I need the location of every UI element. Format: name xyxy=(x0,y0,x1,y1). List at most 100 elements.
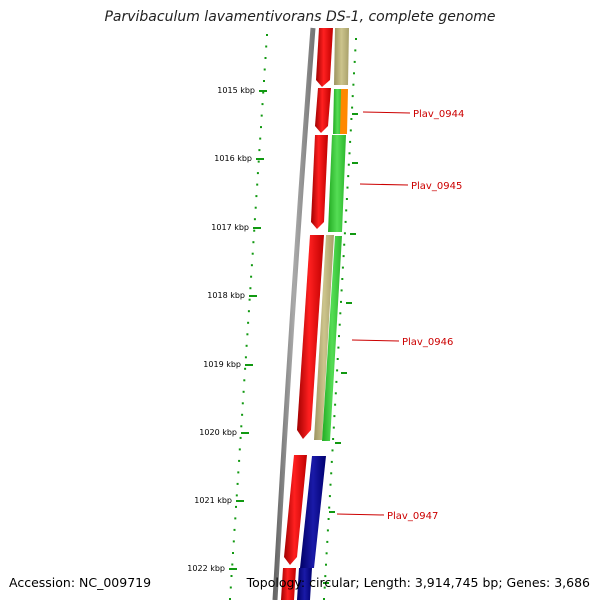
tick-dot xyxy=(330,472,333,475)
tick-dot xyxy=(239,436,242,439)
kbp-major-tick xyxy=(245,364,253,366)
cog-feature[interactable] xyxy=(328,135,346,232)
kbp-label: 1018 kbp xyxy=(207,291,245,300)
tick-dot xyxy=(350,118,353,120)
tick-dot xyxy=(252,241,255,244)
tick-dot xyxy=(342,255,345,258)
cog-feature-navy[interactable] xyxy=(297,568,312,600)
tick-dot xyxy=(323,598,325,600)
cog-feature[interactable] xyxy=(322,236,342,441)
cog-feature-navy[interactable] xyxy=(300,456,326,568)
tick-dot xyxy=(351,106,354,109)
cog-feature[interactable] xyxy=(333,89,342,134)
tick-dot xyxy=(232,540,235,543)
tick-dot xyxy=(251,252,254,255)
tick-dot xyxy=(243,379,246,382)
kbp-major-tick xyxy=(249,295,257,297)
tick-dot xyxy=(261,103,264,106)
tick-dot xyxy=(327,518,330,520)
cds-arrow[interactable] xyxy=(311,135,328,229)
kbp-label: 1022 kbp xyxy=(187,564,225,573)
tick-dot xyxy=(328,495,331,498)
tick-dot xyxy=(247,321,250,324)
tick-dot xyxy=(242,390,245,393)
tick-dot xyxy=(254,206,257,209)
tick-dot xyxy=(241,402,244,405)
tick-dot xyxy=(352,83,355,86)
kbp-scale: 1015 kbp 1016 kbp 1017 kbp 1018 kbp 1019 kbp… xyxy=(187,86,267,573)
tick-dot xyxy=(250,275,253,278)
tick-dot xyxy=(345,209,348,212)
kbp-major-tick xyxy=(256,158,264,160)
rna-feature[interactable] xyxy=(314,235,334,440)
tick-dot xyxy=(338,323,341,326)
inner-major-tick xyxy=(350,233,356,235)
kbp-label: 1019 kbp xyxy=(203,360,241,369)
tick-dot xyxy=(253,218,256,221)
tick-dot xyxy=(347,163,350,166)
tick-dot xyxy=(346,186,349,189)
tick-dot xyxy=(334,403,337,406)
gene-label[interactable]: Plav_0944 xyxy=(413,109,464,120)
tick-dot xyxy=(256,183,259,186)
tick-dot xyxy=(332,438,335,440)
tick-dot xyxy=(263,68,266,71)
backbone-ring xyxy=(272,27,316,600)
kbp-label: 1020 kbp xyxy=(199,428,237,437)
tick-dot xyxy=(328,506,331,509)
gene-label[interactable]: Plav_0945 xyxy=(411,181,462,192)
tick-dot xyxy=(325,563,327,566)
cds-arrow[interactable] xyxy=(315,88,331,133)
tick-dot xyxy=(333,415,336,418)
kbp-major-tick xyxy=(241,432,249,434)
tick-dot xyxy=(331,449,334,452)
tick-dot xyxy=(344,220,347,223)
tick-dot xyxy=(343,243,346,246)
tick-dot xyxy=(347,175,350,178)
gene-label[interactable]: Plav_0947 xyxy=(387,511,438,522)
outer-tick-dots xyxy=(229,34,268,600)
tick-dot xyxy=(236,482,239,485)
tick-dot xyxy=(256,172,259,175)
tick-dot xyxy=(326,540,329,543)
tick-dot xyxy=(355,38,357,40)
tick-dot xyxy=(341,278,344,280)
tick-dot xyxy=(232,552,234,554)
tick-dot xyxy=(348,152,351,155)
rna-feature[interactable] xyxy=(334,28,349,85)
tick-dot xyxy=(335,380,338,383)
inner-major-tick xyxy=(352,162,358,164)
gene-label[interactable]: Plav_0946 xyxy=(402,337,453,348)
tick-dot xyxy=(244,356,247,359)
tick-dot xyxy=(351,95,354,98)
cog-feature-orange[interactable] xyxy=(340,89,348,134)
tick-dot xyxy=(235,505,237,508)
tick-dot xyxy=(345,198,348,200)
tick-dot xyxy=(326,529,329,532)
cds-arrow[interactable] xyxy=(316,28,333,87)
tick-dot xyxy=(338,335,340,338)
tick-dot xyxy=(340,289,343,292)
tick-dot xyxy=(336,369,339,372)
callout-line xyxy=(351,339,400,342)
cds-arrow[interactable] xyxy=(281,568,296,600)
kbp-major-tick xyxy=(229,568,237,570)
cds-arrow[interactable] xyxy=(284,455,307,565)
tick-dot xyxy=(332,426,335,429)
tick-dot xyxy=(265,45,268,48)
tick-dot xyxy=(229,598,231,600)
tick-dot xyxy=(258,149,261,152)
cds-arrow[interactable] xyxy=(297,235,324,439)
map-title: Parvibaculum lavamentivorans DS-1, compl… xyxy=(104,9,496,25)
kbp-label: 1015 kbp xyxy=(217,86,255,95)
tick-dot xyxy=(230,575,233,577)
tick-dot xyxy=(249,287,252,290)
tick-dot xyxy=(262,91,265,94)
tick-dot xyxy=(250,264,253,267)
topology-label: Topology: circular; Length: 3,914,745 bp… xyxy=(246,575,590,590)
tick-dot xyxy=(246,333,249,336)
tick-dot xyxy=(244,367,247,370)
tick-dot xyxy=(240,425,243,428)
tick-dot xyxy=(263,80,265,82)
